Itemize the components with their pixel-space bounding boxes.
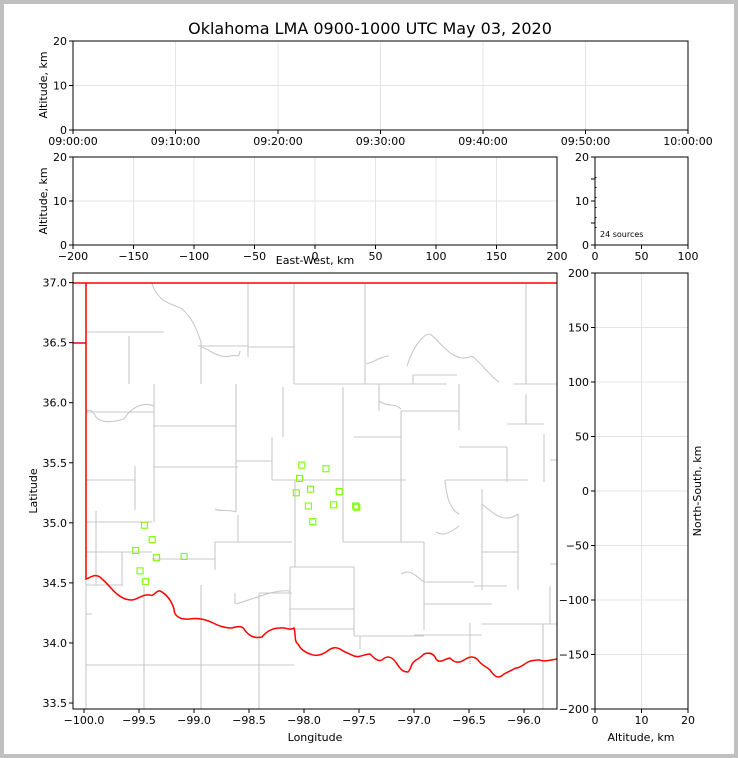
latitude-tick-label: 34.5 — [43, 577, 68, 590]
altitude-tick-label: 10 — [53, 80, 67, 93]
latitude-tick-label: 36.5 — [43, 337, 68, 350]
east-west-tick-label: −150 — [118, 250, 148, 263]
time-tick-label: 09:30:00 — [356, 135, 405, 148]
source-point — [296, 474, 304, 482]
source-point — [180, 552, 188, 561]
north-south-tick-label: 200 — [568, 267, 589, 280]
east-west-tick-label: −100 — [179, 250, 209, 263]
north-south-tick-label: −150 — [559, 649, 589, 662]
east-west-tick-label: 0 — [312, 250, 319, 263]
map-frame — [72, 272, 558, 710]
latitude-tick-label: 35.5 — [43, 457, 68, 470]
source-point — [335, 488, 343, 496]
time-tick-label: 10:00:00 — [663, 135, 712, 148]
longitude-tick-label: −97.0 — [397, 714, 431, 727]
north-south-tick-label: 0 — [582, 485, 589, 498]
north-south-tick-label: −200 — [559, 703, 589, 716]
altitude-tick-label: 20 — [681, 714, 695, 727]
chart-title: Oklahoma LMA 0900-1000 UTC May 03, 2020 — [188, 19, 552, 38]
latitude-tick-label: 33.5 — [43, 697, 68, 710]
altitude-tick-label: 0 — [60, 239, 67, 252]
latitude-tick-label: 34.0 — [43, 637, 68, 650]
source-histogram-panel: 0 50 100 0 10 20 24 sources — [575, 151, 699, 263]
east-west-tick-label: 200 — [547, 250, 568, 263]
altitude-tick-label: 20 — [575, 151, 589, 164]
north-south-tick-label: −100 — [559, 594, 589, 607]
north-south-height-panel: 0 10 20 −200 −150 −100 −50 0 50 100 150 200 North-S… — [559, 267, 704, 744]
longitude-tick-label: −98.5 — [232, 714, 266, 727]
altitude-tick-label: 0 — [582, 239, 589, 252]
altitude-tick-label: 10 — [575, 195, 589, 208]
time-tick-label: 09:40:00 — [458, 135, 507, 148]
altitude-tick-label: 10 — [53, 195, 67, 208]
latitude-tick-label: 36.0 — [43, 397, 68, 410]
source-count-annotation: 24 sources — [600, 230, 643, 239]
east-west-xlabel: East-West, km — [276, 254, 354, 267]
east-west-tick-label: −50 — [243, 250, 266, 263]
time-height-ylabel: Altitude, km — [37, 51, 50, 118]
source-point — [136, 567, 144, 575]
source-point — [353, 503, 361, 511]
altitude-tick-label: 0 — [60, 124, 67, 137]
chart-canvas: Oklahoma LMA 0900-1000 UTC May 03, 2020 … — [27, 19, 713, 744]
time-height-panel: 09:00:00 09:10:00 09:20:00 09:30:00 09:40:00… — [37, 35, 713, 148]
source-point — [140, 521, 149, 529]
north-south-tick-label: −50 — [566, 540, 589, 553]
map-xlabel: Longitude — [288, 731, 343, 744]
map-panel: −100.0 −99.5 −99.0 −98.5 −98.0 −97.5 −97.0 −96.… — [27, 272, 558, 744]
east-west-tick-label: 150 — [486, 250, 507, 263]
source-point — [322, 465, 330, 473]
count-tick-label: 0 — [592, 250, 599, 263]
source-point — [142, 578, 150, 586]
east-west-tick-label: 50 — [369, 250, 383, 263]
longitude-tick-label: −100.0 — [64, 714, 105, 727]
state-border — [73, 282, 557, 678]
source-point — [309, 518, 317, 526]
source-point — [132, 546, 140, 555]
source-point — [330, 501, 338, 509]
east-west-height-panel: −200 −150 −100 −50 0 50 100 150 200 0 10 20 Altitud… — [37, 151, 568, 267]
north-south-ylabel: North-South, km — [691, 446, 704, 537]
altitude-tick-label: 0 — [592, 714, 599, 727]
longitude-tick-label: −98.0 — [287, 714, 321, 727]
map-source-points — [132, 461, 361, 586]
map-ylabel: Latitude — [27, 468, 40, 514]
east-west-tick-label: 100 — [426, 250, 447, 263]
source-point — [292, 489, 300, 497]
source-point — [298, 461, 306, 469]
map-area — [73, 282, 557, 709]
east-west-tick-label: −200 — [58, 250, 88, 263]
time-tick-label: 09:10:00 — [151, 135, 200, 148]
time-tick-label: 09:00:00 — [48, 135, 97, 148]
longitude-tick-label: −96.5 — [452, 714, 486, 727]
latitude-tick-label: 37.0 — [43, 277, 68, 290]
east-west-ylabel: Altitude, km — [37, 167, 50, 234]
source-point — [153, 554, 161, 562]
longitude-tick-label: −97.5 — [342, 714, 376, 727]
count-tick-label: 100 — [678, 250, 699, 263]
source-point — [148, 536, 156, 544]
north-south-tick-label: 50 — [575, 431, 589, 444]
longitude-tick-label: −99.5 — [122, 714, 156, 727]
source-point — [352, 502, 360, 510]
time-tick-label: 09:20:00 — [253, 135, 302, 148]
time-tick-label: 09:50:00 — [561, 135, 610, 148]
longitude-tick-label: −96.0 — [507, 714, 541, 727]
source-point — [304, 502, 312, 510]
count-tick-label: 50 — [635, 250, 649, 263]
north-south-tick-label: 150 — [568, 322, 589, 335]
longitude-tick-label: −99.0 — [177, 714, 211, 727]
county-lines — [85, 283, 557, 709]
latitude-tick-label: 35.0 — [43, 517, 68, 530]
altitude-tick-label: 20 — [53, 151, 67, 164]
source-point — [307, 485, 315, 493]
north-south-tick-label: 100 — [568, 376, 589, 389]
north-south-xlabel: Altitude, km — [607, 731, 674, 744]
altitude-tick-label: 20 — [53, 35, 67, 48]
figure: Oklahoma LMA 0900-1000 UTC May 03, 2020 … — [4, 4, 734, 754]
altitude-tick-label: 10 — [635, 714, 649, 727]
